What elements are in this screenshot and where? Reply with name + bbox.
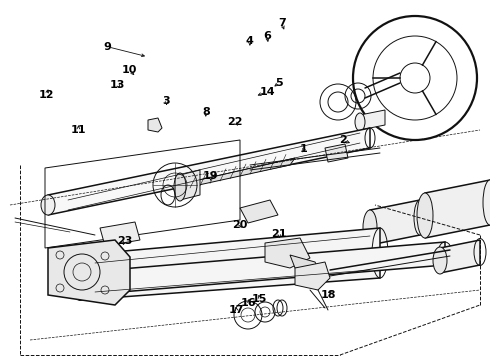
Text: 1: 1 [300,144,308,154]
Polygon shape [440,240,480,273]
Text: 17: 17 [229,305,245,315]
Polygon shape [265,238,310,268]
Text: 18: 18 [320,290,336,300]
Text: 5: 5 [275,78,283,88]
Ellipse shape [414,200,426,235]
Text: 7: 7 [278,18,286,28]
Text: 15: 15 [252,294,268,304]
Polygon shape [425,180,490,238]
Text: 23: 23 [117,236,133,246]
Polygon shape [290,255,320,272]
Ellipse shape [70,255,90,300]
Ellipse shape [76,272,94,295]
Polygon shape [48,240,130,305]
Ellipse shape [483,180,490,225]
Polygon shape [148,118,162,132]
Ellipse shape [41,195,55,215]
Text: 2: 2 [339,135,347,145]
Text: 6: 6 [263,31,271,41]
Text: 10: 10 [122,65,138,75]
Text: 22: 22 [227,117,243,127]
Text: 16: 16 [241,298,257,309]
Polygon shape [85,242,445,295]
Ellipse shape [355,113,365,131]
Text: 19: 19 [203,171,219,181]
Polygon shape [185,158,295,188]
Text: 21: 21 [271,229,287,239]
Text: 14: 14 [259,87,275,97]
Polygon shape [325,144,348,162]
Polygon shape [100,222,140,246]
Text: 20: 20 [232,220,248,230]
Polygon shape [360,110,385,130]
Ellipse shape [417,193,433,238]
Text: 4: 4 [246,36,254,46]
Ellipse shape [363,210,377,245]
Polygon shape [370,200,420,245]
Ellipse shape [174,173,186,201]
Text: 13: 13 [110,80,125,90]
Polygon shape [48,128,370,215]
Text: 11: 11 [71,125,86,135]
Text: 9: 9 [104,42,112,52]
Text: 12: 12 [39,90,54,100]
Ellipse shape [433,247,447,274]
Polygon shape [295,262,330,290]
Polygon shape [240,200,278,223]
Polygon shape [80,228,380,300]
Text: 3: 3 [163,96,171,106]
Text: 8: 8 [202,107,210,117]
Polygon shape [180,170,200,200]
